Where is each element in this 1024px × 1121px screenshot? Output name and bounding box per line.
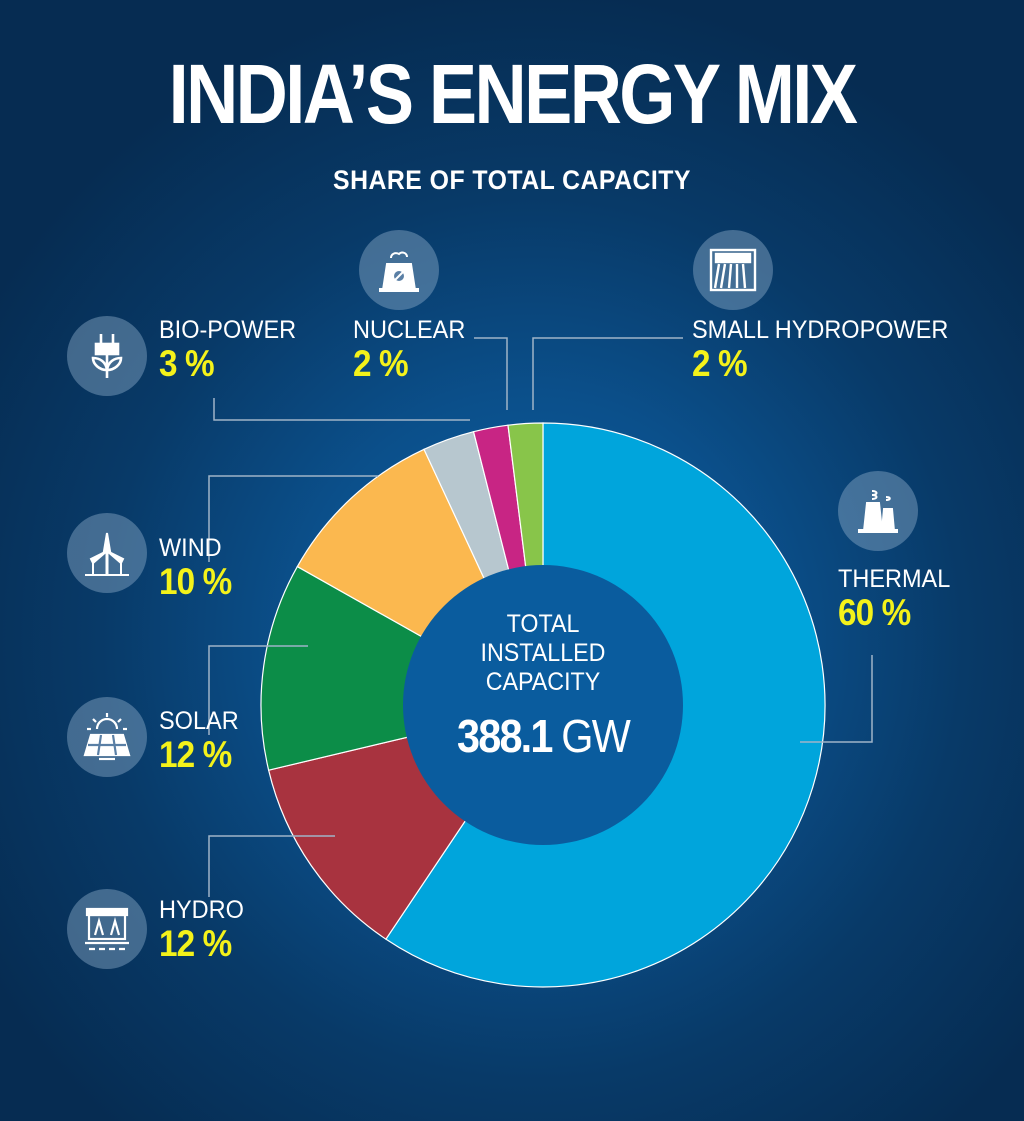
label-thermal: THERMAL 60 % (838, 566, 957, 635)
label-wind: WIND 10 % (159, 535, 239, 604)
hydro-dam-icon (67, 889, 147, 969)
small-hydropower-icon (693, 230, 773, 310)
thermal-plant-icon (838, 471, 918, 551)
label-hydro: HYDRO 12 % (159, 897, 249, 966)
label-hydro-pct: 12 % (159, 923, 232, 965)
label-wind-pct: 10 % (159, 561, 232, 603)
center-label-line-3: CAPACITY (485, 668, 601, 696)
center-label-line-2: INSTALLED (480, 639, 606, 667)
label-bio-power-name: BIO-POWER (159, 316, 297, 344)
total-capacity-number: 388.1 (456, 710, 553, 762)
label-small-hydropower-name: SMALL HYDROPOWER (692, 316, 949, 344)
label-solar-name: SOLAR (159, 707, 239, 735)
label-nuclear-pct: 2 % (353, 343, 409, 385)
nuclear-plant-icon (359, 230, 439, 310)
label-small-hydropower-pct: 2 % (692, 343, 748, 385)
bio-power-plug-icon (67, 316, 147, 396)
label-solar-pct: 12 % (159, 734, 232, 776)
wind-turbine-icon (67, 513, 147, 593)
donut-hole (403, 565, 683, 845)
leader-thermal (800, 655, 873, 743)
label-thermal-name: THERMAL (838, 565, 951, 593)
leader-small-hydropower (532, 337, 683, 410)
leader-bio-power (213, 398, 470, 421)
label-thermal-pct: 60 % (838, 592, 911, 634)
leader-solar (208, 645, 308, 735)
leader-hydro (208, 835, 335, 897)
leader-wind (208, 475, 378, 562)
label-nuclear-name: NUCLEAR (353, 316, 466, 344)
solar-panel-icon (67, 697, 147, 777)
chart-title: INDIA’S ENERGY MIX (168, 47, 858, 141)
total-capacity-unit: GW (561, 710, 630, 762)
label-nuclear: NUCLEAR 2 % (353, 317, 472, 386)
label-solar: SOLAR 12 % (159, 708, 244, 777)
center-label-line-1: TOTAL (506, 610, 580, 638)
label-bio-power: BIO-POWER 3 % (159, 317, 305, 386)
total-capacity-value: 388.1 GW (419, 709, 667, 763)
label-bio-power-pct: 3 % (159, 343, 215, 385)
center-total: TOTAL INSTALLED CAPACITY 388.1 GW (405, 610, 681, 763)
leader-nuclear (474, 337, 508, 410)
label-hydro-name: HYDRO (159, 896, 244, 924)
label-small-hydropower: SMALL HYDROPOWER 2 % (692, 317, 965, 386)
chart-subtitle: SHARE OF TOTAL CAPACITY (333, 165, 691, 195)
label-wind-name: WIND (159, 534, 222, 562)
